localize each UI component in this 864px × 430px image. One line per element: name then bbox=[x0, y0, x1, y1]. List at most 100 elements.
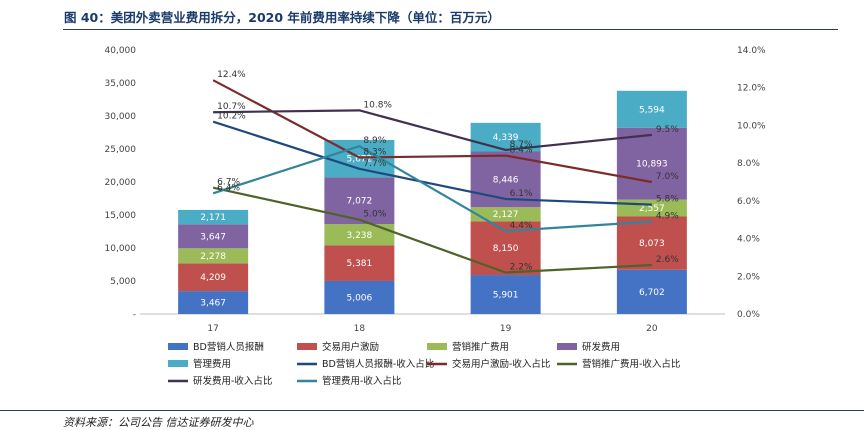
line-data-label: 10.7% bbox=[217, 102, 246, 112]
y-left-tick-label: 30,000 bbox=[105, 112, 137, 122]
legend-swatch bbox=[427, 343, 447, 350]
source-divider bbox=[0, 410, 864, 411]
line-series bbox=[212, 79, 653, 184]
bar-data-label: 5,006 bbox=[346, 293, 372, 303]
bar-data-label: 5,381 bbox=[346, 259, 372, 269]
y-right-tick-label: 4.0% bbox=[737, 235, 760, 245]
line-series bbox=[212, 120, 652, 206]
bar-segment bbox=[616, 127, 687, 200]
bar-segment bbox=[324, 177, 395, 225]
y-right-tick-label: 0.0% bbox=[737, 310, 760, 320]
bar-segment bbox=[616, 269, 687, 314]
bar-data-label: 5,594 bbox=[639, 105, 665, 115]
legend-label: 管理费用 bbox=[193, 358, 231, 370]
line-data-label: 6.7% bbox=[217, 178, 240, 188]
y-left-tick-label: 10,000 bbox=[105, 244, 137, 254]
y-left-tick-label: 20,000 bbox=[105, 178, 137, 188]
y-left-tick-label: 35,000 bbox=[105, 79, 137, 89]
line-data-label: 9.5% bbox=[656, 125, 679, 135]
y-right-tick-label: 8.0% bbox=[737, 159, 760, 169]
bar-segment bbox=[324, 224, 395, 246]
bar-data-label: 10,893 bbox=[636, 160, 668, 170]
bar-segment bbox=[178, 224, 249, 249]
y-left-tick-label: 25,000 bbox=[105, 145, 137, 155]
y-left-tick-label: 15,000 bbox=[105, 211, 137, 221]
line-series bbox=[212, 145, 652, 233]
legend-swatch bbox=[557, 343, 577, 350]
bar-data-label: 2,278 bbox=[200, 252, 226, 262]
line-data-label: 4.9% bbox=[656, 212, 679, 222]
line-data-label: 7.0% bbox=[656, 172, 679, 182]
chart-title: 图 40：美团外卖营业费用拆分，2020 年前费用率持续下降（单位：百万元） bbox=[64, 10, 500, 25]
line-data-label: 8.7% bbox=[510, 140, 533, 150]
legend-label: 研发费用 bbox=[582, 341, 620, 353]
bar-segment bbox=[470, 207, 541, 222]
bar-data-label: 8,073 bbox=[639, 239, 665, 249]
bar-data-label: 2,171 bbox=[200, 213, 226, 223]
legend-label: 管理费用-收入占比 bbox=[322, 375, 401, 387]
bar-segment bbox=[178, 248, 249, 264]
source-note: 资料来源：公司公告 信达证券研发中心 bbox=[63, 416, 254, 429]
bar-data-label: 7,072 bbox=[346, 197, 372, 207]
bar-data-label: 3,467 bbox=[200, 299, 226, 309]
line-series bbox=[212, 186, 652, 274]
x-tick-label: 19 bbox=[500, 324, 512, 334]
bar-segment bbox=[178, 209, 249, 225]
bar-segment bbox=[324, 245, 395, 281]
legend-label: BD营销人员报酬-收入占比 bbox=[322, 358, 434, 370]
y-left-tick-label: - bbox=[133, 310, 136, 320]
legend-label: 交易用户激励-收入占比 bbox=[452, 358, 550, 370]
line-data-label: 7.7% bbox=[363, 159, 386, 169]
legend-label: 交易用户激励 bbox=[322, 341, 379, 353]
bar-segment bbox=[616, 216, 687, 270]
bar-data-label: 2,557 bbox=[639, 204, 665, 214]
line-data-label: 10.2% bbox=[217, 112, 246, 122]
line-data-label: 6.1% bbox=[510, 189, 533, 199]
line-data-label: 6.4% bbox=[217, 183, 240, 193]
title-divider bbox=[63, 29, 838, 30]
bar-data-label: 5,901 bbox=[493, 291, 519, 301]
line-series bbox=[213, 109, 652, 152]
bar-segment bbox=[178, 263, 249, 292]
y-right-tick-label: 6.0% bbox=[737, 197, 760, 207]
line-data-label: 4.4% bbox=[510, 221, 533, 231]
x-tick-label: 20 bbox=[646, 324, 658, 334]
legend-label: 研发费用-收入占比 bbox=[193, 375, 272, 387]
line-data-label: 5.0% bbox=[363, 210, 386, 220]
lines: 10.2% 7.7% 6.1% 5.8% 12.4% 8.3% 8.4% 7.0% 6.7% 5.… bbox=[212, 70, 679, 274]
line-data-label: 5.8% bbox=[656, 195, 679, 205]
bar-data-label: 6,702 bbox=[639, 288, 665, 298]
bar-data-label: 3,647 bbox=[200, 232, 226, 242]
line-data-label: 2.2% bbox=[510, 263, 533, 273]
bar-segment bbox=[470, 275, 541, 314]
y-left-tick-label: 40,000 bbox=[105, 46, 137, 56]
x-tick-label: 17 bbox=[207, 324, 218, 334]
line-data-label: 8.4% bbox=[510, 146, 533, 156]
legend-swatch bbox=[168, 360, 188, 367]
bar-data-label: 3,238 bbox=[346, 231, 372, 241]
legend-label: BD营销人员报酬 bbox=[193, 341, 264, 353]
y-right-tick-label: 10.0% bbox=[737, 121, 766, 131]
legend-label: 营销推广费用 bbox=[452, 341, 509, 353]
line-data-label: 10.8% bbox=[363, 100, 392, 110]
bar-segment bbox=[178, 291, 249, 314]
line-data-label: 2.6% bbox=[656, 255, 679, 265]
line-data-label: 12.4% bbox=[217, 70, 246, 80]
line-data-label: 8.9% bbox=[363, 136, 386, 146]
bar-segment bbox=[324, 280, 395, 314]
line-data-label: 8.3% bbox=[363, 147, 386, 157]
bar-data-label: 4,339 bbox=[493, 133, 519, 143]
y-right-tick-label: 2.0% bbox=[737, 272, 760, 282]
y-right-tick-label: 14.0% bbox=[737, 46, 766, 56]
bar-segment bbox=[616, 90, 687, 128]
bar-data-label: 4,209 bbox=[200, 273, 226, 283]
y-left-tick-label: 5,000 bbox=[110, 277, 136, 287]
x-tick-label: 18 bbox=[354, 324, 366, 334]
legend-label: 营销推广费用-收入占比 bbox=[582, 358, 680, 370]
bars: 3,467 4,209 2,278 3,647 2,171 5,006 5,381 3,238… bbox=[178, 90, 687, 314]
bar-data-label: 8,150 bbox=[493, 244, 519, 254]
y-right-tick-label: 12.0% bbox=[737, 84, 766, 94]
bar-data-label: 5,672 bbox=[346, 155, 372, 165]
